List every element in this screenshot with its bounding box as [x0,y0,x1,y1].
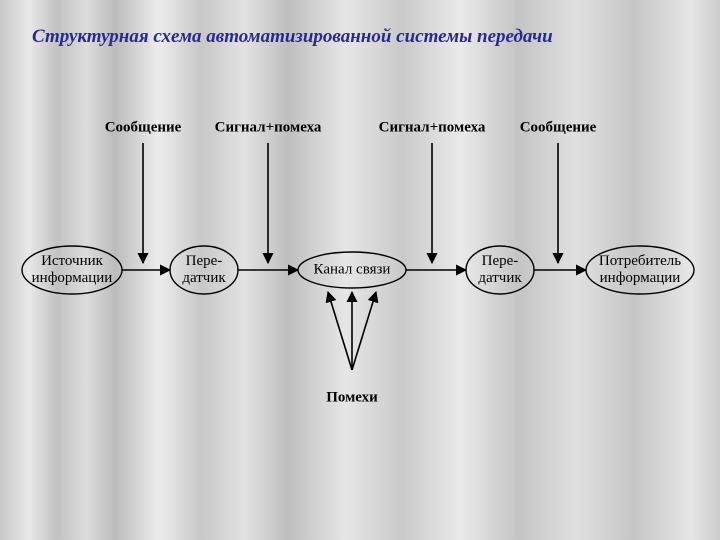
node-dst-l1: Потребитель [599,253,681,269]
node-rx-l2: датчик [478,270,521,286]
label-noise: Помехи [326,390,378,407]
label-sig2: Сигнал+помеха [379,120,486,137]
label-sig1: Сигнал+помеха [215,120,322,137]
node-src-l1: Источник [41,253,103,269]
label-msg1: Сообщение [105,120,182,137]
node-src-l2: информации [32,270,113,286]
node-src: Источник информации [32,253,113,288]
node-chan-l1: Канал связи [314,261,391,277]
arrow-noise-3 [352,292,376,370]
label-msg2: Сообщение [520,120,597,137]
node-rx-l1: Пере- [482,253,519,269]
node-rx: Пере- датчик [478,253,521,288]
node-tx-l1: Пере- [186,253,223,269]
node-chan: Канал связи [314,261,391,278]
arrow-noise-1 [328,292,352,370]
node-tx-l2: датчик [182,270,225,286]
node-dst: Потребитель информации [599,253,681,288]
node-dst-l2: информации [600,270,681,286]
node-tx: Пере- датчик [182,253,225,288]
